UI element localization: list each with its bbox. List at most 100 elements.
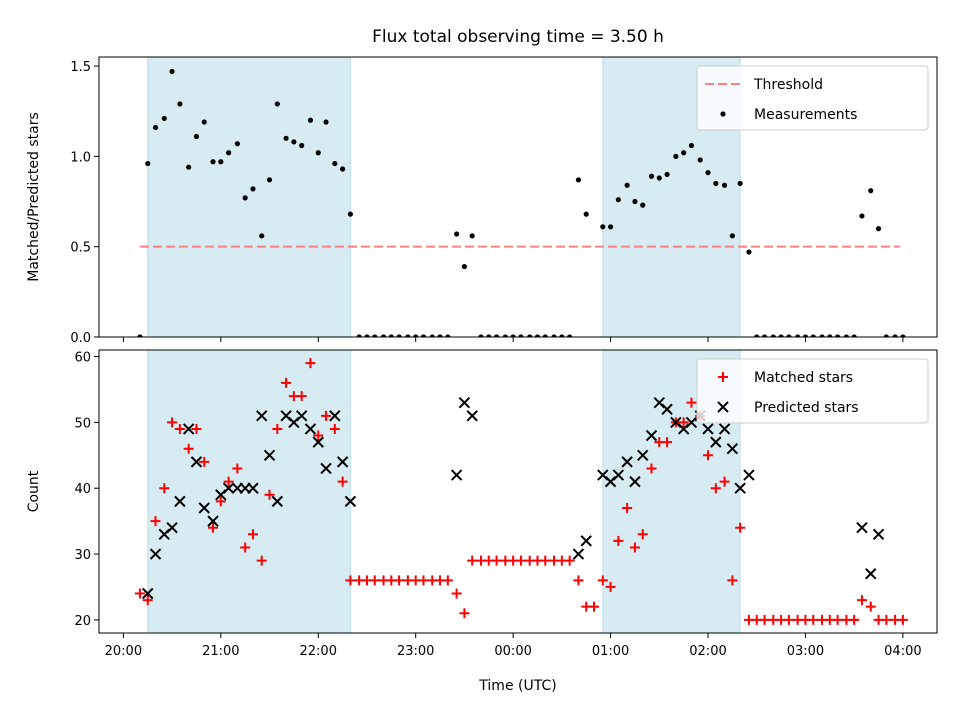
measurement-point [721,182,728,188]
y-tick-label: 0.5 [70,241,91,256]
matched-star-point [573,575,584,586]
measurement-point [396,334,402,337]
matched-star-point [759,614,770,625]
predicted-star-point [295,410,308,422]
y-axis-title: Count [26,470,42,512]
measurement-point [518,334,524,337]
matched-star-point [174,423,185,434]
matched-star-point [849,614,860,625]
matched-star-point [703,450,714,461]
matched-star-point [597,575,608,586]
measurement-point [250,186,256,192]
x-tick-label: 03:00 [787,644,824,659]
matched-star-point [808,614,819,625]
measurement-point [575,177,582,183]
measurement-point [266,177,273,183]
measurement-point [819,334,825,337]
measurement-point [770,334,776,337]
y-axis-title: Matched/Predicted stars [26,112,42,282]
matched-star-point [613,535,624,546]
predicted-star-point [207,515,219,527]
measurement-point [754,334,760,337]
matched-star-point [856,595,867,606]
matched-star-point [629,542,640,553]
measurement-point [283,135,289,141]
predicted-star-point [312,436,324,448]
measurement-point [607,224,614,230]
predicted-star-point [629,475,641,488]
y-tick-label: 40 [74,482,91,497]
matched-star-point [605,581,616,592]
measurement-point [486,334,492,337]
matched-star-point [150,516,161,527]
predicted-star-point [726,443,739,455]
predicted-star-point [702,423,714,435]
measurement-point [664,171,670,178]
predicted-star-point [222,482,235,494]
predicted-star-point [872,528,885,540]
matched-star-point [167,417,178,428]
predicted-star-point [734,482,746,494]
predicted-star-point [142,587,154,600]
predicted-star-point [865,568,877,580]
measurement-point [656,175,662,181]
predicted-star-point [572,548,585,560]
matched-star-point [540,555,551,566]
y-tick-label: 60 [74,351,91,366]
measurement-point [364,334,370,337]
measurement-point [510,334,516,337]
matched-star-point [223,476,234,487]
measurement-point [778,334,784,337]
matched-star-point [678,417,689,428]
y-tick-label: 0.0 [70,331,91,346]
predicted-star-point [710,436,722,448]
measurement-point [713,180,719,187]
matched-star-point [637,529,648,540]
measurement-point [688,142,695,149]
plot-area [137,68,906,337]
observing-window-span [147,56,351,338]
matched-star-point [710,483,721,494]
predicted-star-point [661,403,673,415]
matched-star-point [451,588,462,599]
matched-star-point [442,575,453,586]
measurement-point [274,101,280,107]
legend-matched-handle [718,372,728,382]
predicted-star-point [466,410,478,422]
measurement-point [851,334,857,337]
matched-star-point [515,555,526,566]
matched-star-point [564,555,575,566]
measurement-point [340,166,346,172]
measurement-point [315,150,321,156]
measurement-point [648,173,655,179]
measurement-point [640,202,646,208]
legend-label: Matched stars [754,370,853,386]
measurement-point [502,334,508,337]
measurement-point [161,115,167,122]
matched-star-point [321,410,332,421]
matched-star-point [719,476,730,487]
measurement-point [186,164,192,170]
predicted-star-point [256,410,268,422]
measurement-point [559,334,565,337]
predicted-star-point [458,396,471,409]
predicted-star-point [271,495,284,508]
predicted-star-point [149,548,162,560]
count-panel: 20 30 40 50 60 20:00 21:00 22:00 23:00 00:00 01:00… [26,349,938,659]
matched-star-point [272,423,283,434]
matched-star-point [881,614,892,625]
matched-star-point [208,522,219,533]
measurement-point [145,160,151,167]
matched-star-point [264,489,275,500]
measurement-point [177,101,183,107]
predicted-star-point [247,482,259,494]
predicted-star-point [645,429,658,442]
matched-star-point [622,502,633,513]
matched-star-point [735,522,746,533]
measurement-point [802,334,809,337]
matched-star-point [418,575,429,586]
measurement-point [445,334,451,337]
measurement-point [534,334,541,337]
measurement-point [469,233,475,239]
measurement-point [307,117,314,123]
